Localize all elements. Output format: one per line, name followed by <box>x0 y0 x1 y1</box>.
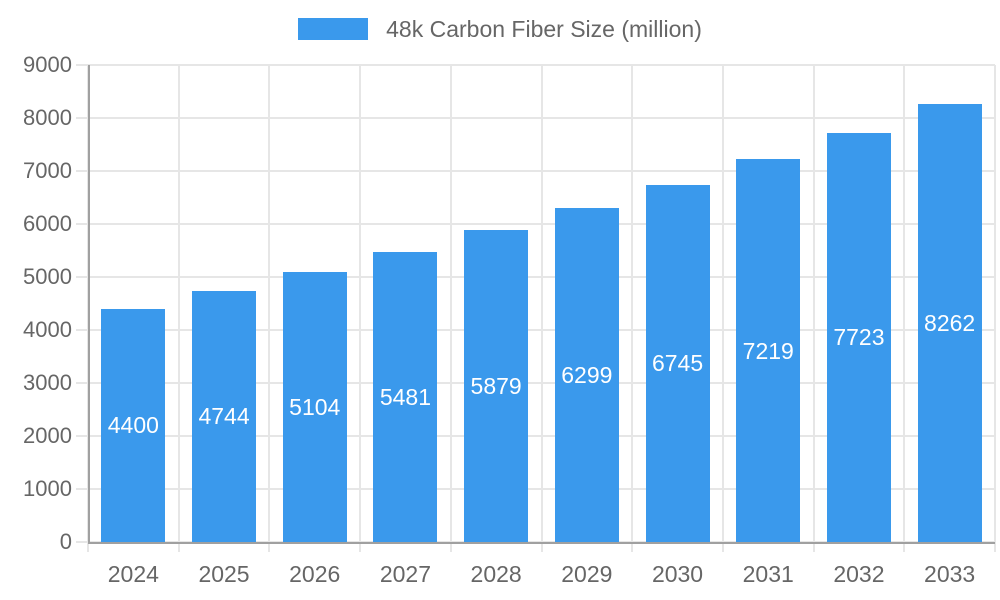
bar-value-label: 5879 <box>470 373 522 400</box>
bar-value-label: 8262 <box>924 310 976 337</box>
bar-2030[interactable] <box>645 184 710 542</box>
x-axis-tick-label: 2025 <box>198 561 250 587</box>
y-gridline <box>76 223 995 225</box>
x-axis-tick-label: 2030 <box>651 561 704 587</box>
y-gridline <box>76 117 995 119</box>
y-axis-tick-label: 9000 <box>23 52 72 77</box>
x-axis-tick-label: 2026 <box>289 561 341 587</box>
y-axis-tick-label: 0 <box>59 529 72 554</box>
x-axis-tick-label: 2032 <box>833 561 885 587</box>
y-gridline <box>76 435 995 437</box>
bar-value-label: 6299 <box>561 362 613 389</box>
bar-value-label: 6745 <box>651 350 704 377</box>
y-axis-tick-label: 8000 <box>23 105 72 130</box>
x-gridline <box>631 65 634 552</box>
x-gridline <box>540 65 543 552</box>
y-gridline <box>76 382 995 384</box>
bar-2025[interactable] <box>192 290 257 542</box>
bar-2026[interactable] <box>282 271 347 542</box>
x-axis-tick-label: 2029 <box>561 561 613 587</box>
x-gridline <box>721 65 724 552</box>
x-axis-tick-label: 2031 <box>742 561 794 587</box>
legend-swatch <box>298 18 369 40</box>
y-gridline <box>76 170 995 172</box>
legend-item[interactable]: 48k Carbon Fiber Size (million) <box>0 16 1000 42</box>
y-gridline <box>76 276 995 278</box>
x-gridline <box>449 65 452 552</box>
y-axis-tick-label: 3000 <box>23 370 72 395</box>
x-axis-tick-label: 2028 <box>470 561 522 587</box>
bar-2028[interactable] <box>464 230 529 542</box>
x-gridline <box>359 65 362 552</box>
y-axis-tick-label: 2000 <box>23 423 72 448</box>
bar-2032[interactable] <box>826 132 891 542</box>
plot-area: 0 1000 2000 3000 4000 5000 6000 7000 8000 9000 440… <box>23 52 996 587</box>
y-gridline <box>76 488 995 490</box>
bar-value-label: 5481 <box>379 383 432 410</box>
bar-value-label: 7219 <box>742 337 794 364</box>
x-axis-tick-label: 2033 <box>924 561 976 587</box>
x-gridline <box>812 65 815 552</box>
y-axis-tick-label: 4000 <box>23 317 72 342</box>
bar-value-label: 4744 <box>198 403 250 430</box>
x-axis-line <box>88 542 995 544</box>
x-gridline <box>177 65 180 552</box>
x-gridline <box>994 65 996 552</box>
y-gridline <box>76 64 995 66</box>
y-axis-tick-label: 1000 <box>23 476 72 501</box>
bar-2033[interactable] <box>917 104 982 542</box>
bar-2031[interactable] <box>736 159 801 542</box>
bar-value-label: 7723 <box>833 324 885 351</box>
bar-2027[interactable] <box>373 251 438 542</box>
x-gridline <box>903 65 906 552</box>
y-axis-tick-label: 6000 <box>23 211 72 236</box>
bar-value-label: 4400 <box>107 412 159 439</box>
y-axis-tick-label: 5000 <box>23 264 72 289</box>
y-axis-tick-label: 7000 <box>23 158 72 183</box>
y-axis-line <box>88 65 90 542</box>
x-gridline <box>268 65 271 552</box>
bar-value-label: 5104 <box>289 393 341 420</box>
x-axis-tick-label: 2024 <box>107 561 159 587</box>
y-gridline <box>76 329 995 331</box>
bar-2024[interactable] <box>101 308 166 542</box>
legend-label: 48k Carbon Fiber Size (million) <box>386 16 702 42</box>
bar-2029[interactable] <box>554 208 619 542</box>
x-axis-tick-label: 2027 <box>379 561 432 587</box>
